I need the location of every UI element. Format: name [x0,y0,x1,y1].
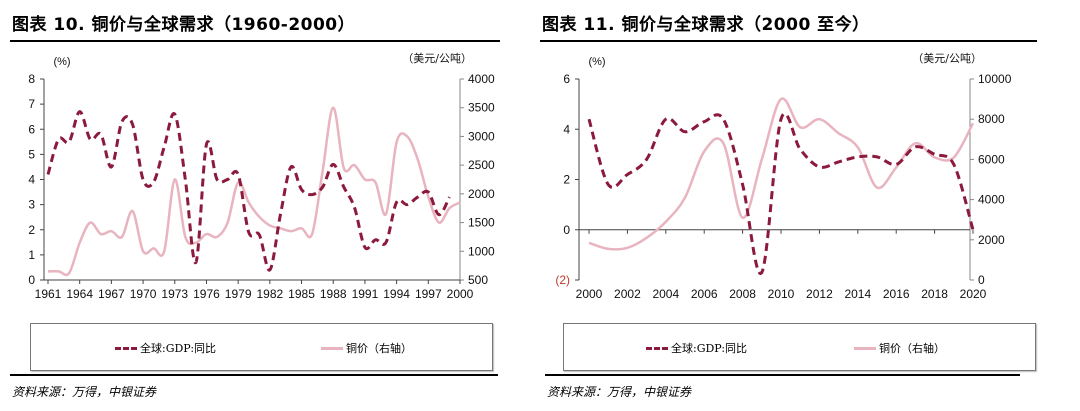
y-tick-label: 1 [28,248,35,262]
chart-10-title: 图表 10. 铜价与全球需求（1960-2000） [12,15,356,35]
footer-divider [10,374,498,376]
x-tick-label: 1967 [98,287,125,301]
source-note: 资料来源：万得，中银证券 [547,385,692,399]
x-tick-label: 1997 [415,287,442,301]
y-tick-label: (2) [555,273,570,287]
x-tick-label: 2018 [921,287,948,301]
x-tick-label: 2000 [576,287,603,301]
legend-item-copper: 铜价（右轴） [321,340,412,356]
y-tick-label: 3 [28,198,35,212]
x-tick-label: 2016 [883,287,910,301]
x-tick-label: 1973 [161,287,188,301]
y-axis-label: (%) [588,56,605,68]
y-tick-label: 7 [28,97,35,111]
charts-canvas: 0 1 2 3 4 5 6 7 8 500 1000 1500 2000 2500 3000 3500 4000… [28,52,1011,301]
x-tick-label: 1964 [66,287,93,301]
x-tick-label: 2004 [652,287,679,301]
y-tick-label: 8 [28,72,35,86]
y-tick-label: 5 [28,147,35,161]
legend-item-copper: 铜价（右轴） [854,340,945,356]
y2-tick-label: 1500 [468,216,495,230]
legend-item-gdp: 全球:GDP:同比 [646,340,747,356]
source-note: 资料来源：万得，中银证券 [12,385,157,399]
legend-label: 铜价（右轴） [346,342,412,355]
x-tick-label: 1988 [320,287,347,301]
x-tick-label: 1991 [352,287,379,301]
x-tick-label: 1970 [130,287,157,301]
x-tick-label: 2020 [960,287,987,301]
legend-item-gdp: 全球:GDP:同比 [115,340,216,356]
y-tick-label: 4 [28,173,35,187]
y2-tick-label: 2500 [468,158,495,172]
footer-divider [545,374,1020,376]
y2-tick-label: 3000 [468,129,495,143]
y-tick-label: 4 [563,122,570,136]
y2-tick-label: 10000 [978,72,1012,86]
y2-tick-label: 500 [468,273,488,287]
y2-tick-label: 2000 [468,187,495,201]
y2-tick-label: 4000 [978,193,1005,207]
chart-11-title: 图表 11. 铜价与全球需求（2000 至今） [542,15,870,35]
chart-11: (2) 0 2 4 6 0 2000 4000 6000 8000 10000 2000 2002 200… [555,52,1011,301]
x-tick-label: 2010 [768,287,795,301]
solid-line-icon [854,346,876,350]
solid-line-icon [321,346,343,350]
y-tick-label: 2 [563,173,570,187]
y-tick-label: 2 [28,223,35,237]
x-tick-label: 1982 [256,287,283,301]
x-tick-label: 2006 [691,287,718,301]
x-tick-label: 2012 [806,287,833,301]
x-tick-label: 1979 [225,287,252,301]
x-tick-label: 2014 [844,287,871,301]
y-tick-label: 0 [563,223,570,237]
chart-11-legend: 全球:GDP:同比 铜价（右轴） [563,323,1036,371]
legend-label: 全球:GDP:同比 [140,342,217,355]
dashed-line-icon [646,346,668,350]
title-divider [540,40,1037,42]
copper-price-line [47,106,461,277]
y-tick-label: 0 [28,273,35,287]
y2-tick-label: 2000 [978,233,1005,247]
gdp-growth-line [587,112,975,275]
y2-tick-label: 0 [978,273,985,287]
title-divider [10,40,500,42]
legend-label: 铜价（右轴） [879,342,945,355]
y2-tick-label: 3500 [468,101,495,115]
y-tick-label: 6 [28,122,35,136]
y2-tick-label: 1000 [468,244,495,258]
y-tick-label: 6 [563,72,570,86]
y2-tick-label: 4000 [468,72,495,86]
y2-axis-label: （美元/公吨） [912,52,982,65]
x-tick-label: 2002 [614,287,641,301]
legend-label: 全球:GDP:同比 [671,342,748,355]
x-tick-label: 1994 [383,287,410,301]
x-tick-label: 1961 [35,287,62,301]
dashed-line-icon [115,346,137,350]
y2-tick-label: 8000 [978,112,1005,126]
x-tick-label: 1976 [193,287,220,301]
x-tick-label: 1985 [288,287,315,301]
x-tick-label: 2000 [447,287,474,301]
chart-10-legend: 全球:GDP:同比 铜价（右轴） [30,323,493,371]
copper-price-line [588,97,975,251]
y2-axis-label: （美元/公吨） [402,52,472,65]
y2-tick-label: 6000 [978,152,1005,166]
x-tick-label: 2008 [729,287,756,301]
y-axis-label: (%) [53,56,70,68]
chart-10: 0 1 2 3 4 5 6 7 8 500 1000 1500 2000 2500 3000 3500 4000… [28,52,495,301]
